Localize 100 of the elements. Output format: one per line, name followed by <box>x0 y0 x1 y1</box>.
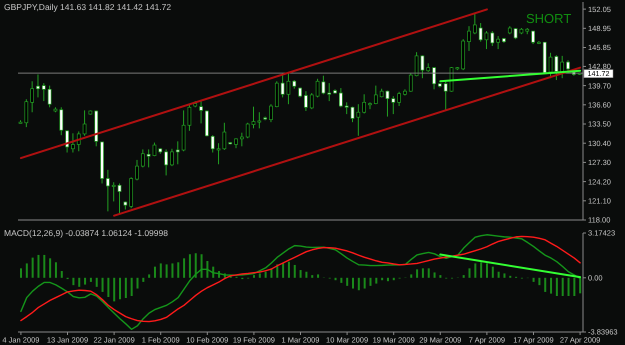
bar <box>60 271 63 278</box>
bar <box>78 278 80 287</box>
candlestick <box>210 134 215 153</box>
bar <box>43 254 46 278</box>
candlestick <box>386 90 390 118</box>
candlestick <box>316 78 320 98</box>
bar <box>32 258 34 278</box>
bar <box>130 278 133 296</box>
bar <box>20 268 22 278</box>
bar <box>154 266 156 278</box>
candlestick <box>467 26 471 52</box>
bar <box>166 264 168 278</box>
candlestick <box>164 148 168 176</box>
candlestick <box>222 122 226 151</box>
candlestick <box>24 98 28 128</box>
bar <box>136 278 138 289</box>
candlestick <box>356 104 360 136</box>
candlestick <box>554 54 558 81</box>
bar <box>346 278 348 286</box>
bar <box>556 278 558 296</box>
bar <box>498 272 500 278</box>
bar <box>107 278 110 297</box>
candlestick <box>82 110 86 136</box>
bar <box>503 273 506 278</box>
candlestick <box>304 90 308 112</box>
bar <box>258 273 261 278</box>
bar <box>480 262 482 278</box>
bar <box>96 278 98 287</box>
bar <box>177 262 180 278</box>
bar <box>369 278 372 286</box>
candlestick <box>71 132 75 153</box>
bar <box>37 254 40 278</box>
bar <box>462 275 465 278</box>
chart-title: MACD(12,26,9) -0.03874 1.06124 -1.09998 <box>4 228 168 238</box>
candlestick <box>408 72 413 92</box>
candlestick <box>531 30 535 45</box>
bar <box>468 268 471 278</box>
candlestick <box>490 30 494 46</box>
candlestick <box>140 148 145 168</box>
bar <box>206 261 208 278</box>
bar <box>102 278 104 292</box>
candlestick <box>106 169 110 212</box>
candlestick <box>444 80 448 111</box>
candlestick <box>397 91 401 107</box>
bar <box>439 275 442 278</box>
candlestick <box>188 103 192 132</box>
candlestick <box>59 106 64 136</box>
candlestick <box>152 142 156 157</box>
candlestick <box>350 106 354 123</box>
candlestick <box>514 28 518 40</box>
candlestick <box>30 80 34 113</box>
bar <box>573 278 576 296</box>
candlestick <box>257 112 262 129</box>
bar <box>84 278 86 285</box>
candlestick <box>327 82 332 102</box>
bar <box>434 272 436 278</box>
bar <box>300 270 302 278</box>
bar <box>282 263 284 278</box>
bar <box>538 278 540 286</box>
bar <box>375 278 378 284</box>
bar <box>119 278 122 300</box>
candlestick <box>170 148 174 167</box>
bar <box>54 262 57 278</box>
bar <box>188 254 191 278</box>
bar <box>410 274 412 278</box>
bar <box>358 278 360 290</box>
candlestick <box>362 94 366 114</box>
bar <box>194 253 197 278</box>
candlestick <box>414 52 418 77</box>
bar <box>492 266 494 278</box>
bar <box>486 263 488 278</box>
candlestick <box>252 106 256 129</box>
bar <box>311 275 314 278</box>
candlestick <box>48 85 52 108</box>
candlestick <box>478 22 483 42</box>
bar <box>264 272 267 278</box>
candlestick <box>216 142 220 165</box>
candlestick <box>135 159 139 181</box>
bar <box>288 262 290 278</box>
candlestick <box>310 92 314 110</box>
bar <box>26 263 28 278</box>
bar <box>352 278 354 289</box>
candlestick <box>269 104 273 123</box>
bar <box>532 278 535 282</box>
candlestick <box>286 72 290 105</box>
candlestick <box>274 80 279 108</box>
bar <box>113 278 116 302</box>
candlestick <box>146 148 150 168</box>
bar <box>142 278 144 282</box>
candlestick <box>176 140 180 165</box>
bar <box>160 263 162 278</box>
candlestick <box>199 100 203 124</box>
bar <box>183 258 186 278</box>
bar <box>416 269 418 278</box>
bar <box>305 272 308 278</box>
bar <box>364 278 366 289</box>
bar <box>317 274 320 278</box>
bar <box>568 278 570 296</box>
candlestick <box>246 122 250 139</box>
candlestick <box>432 66 436 90</box>
